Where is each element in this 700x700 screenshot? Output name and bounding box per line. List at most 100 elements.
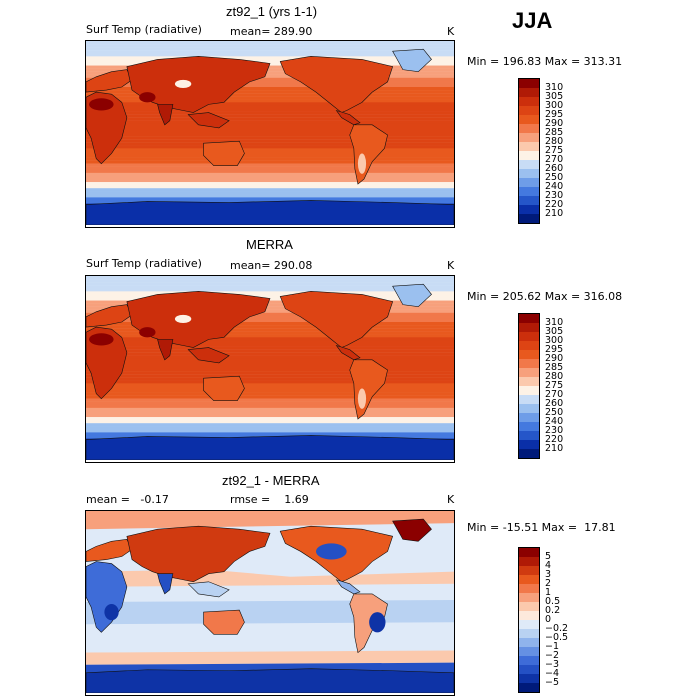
colorbar-tick-label: 310 <box>545 82 564 93</box>
colorbar-tick-label: 280 <box>545 371 564 382</box>
colorbar-swatch <box>519 214 539 223</box>
colorbar-tick-label: 290 <box>545 353 564 364</box>
panel-1-title: zt92_1 (yrs 1-1) <box>226 4 318 19</box>
colorbar-swatch <box>519 557 539 566</box>
colorbar-swatch <box>519 584 539 593</box>
colorbar-swatch <box>519 449 539 458</box>
panel-2-minmax: Min = 205.62 Max = 316.08 <box>467 290 623 303</box>
colorbar-tick-label: 260 <box>545 398 564 409</box>
panel-1-units: K <box>447 25 455 38</box>
panel-3-mean-label: mean = -0.17 <box>86 493 169 506</box>
colorbar-tick-label: 290 <box>545 118 564 129</box>
colorbar-tick-label: 280 <box>545 136 564 147</box>
colorbar-tick-label: 275 <box>545 380 564 391</box>
panel-2-colorbar-ticks: 310 305 300 295 290 285 280 275 270 260 250 240 230 2… <box>545 313 585 459</box>
colorbar-tick-label: −5 <box>545 677 560 688</box>
colorbar-swatch <box>519 611 539 620</box>
colorbar-tick-label: 300 <box>545 335 564 346</box>
colorbar-tick-label: −4 <box>545 668 560 679</box>
colorbar-tick-label: 230 <box>545 425 564 436</box>
colorbar-swatch <box>519 602 539 611</box>
colorbar-swatch <box>519 647 539 656</box>
colorbar-swatch <box>519 133 539 142</box>
colorbar-swatch <box>519 431 539 440</box>
colorbar-swatch <box>519 115 539 124</box>
colorbar-swatch <box>519 665 539 674</box>
colorbar-swatch <box>519 422 539 431</box>
colorbar-tick-label: 220 <box>545 199 564 210</box>
colorbar-swatch <box>519 88 539 97</box>
colorbar-swatch <box>519 160 539 169</box>
colorbar-swatch <box>519 404 539 413</box>
colorbar-swatch <box>519 683 539 692</box>
colorbar-swatch <box>519 395 539 404</box>
colorbar-tick-label: 2 <box>545 578 552 589</box>
colorbar-swatch <box>519 178 539 187</box>
colorbar-tick-label: 210 <box>545 443 564 454</box>
colorbar-tick-label: 270 <box>545 389 564 400</box>
colorbar-tick-label: 210 <box>545 208 564 219</box>
colorbar-tick-label: 250 <box>545 172 564 183</box>
colorbar-swatch <box>519 205 539 214</box>
colorbar-swatch <box>519 386 539 395</box>
colorbar-swatch <box>519 314 539 323</box>
panel-1-mean-label: mean= 289.90 <box>230 25 313 38</box>
colorbar-tick-label: −3 <box>545 659 560 670</box>
colorbar-swatch <box>519 575 539 584</box>
colorbar-tick-label: 0.2 <box>545 605 561 616</box>
panel-2-map <box>85 275 455 463</box>
colorbar-swatch <box>519 638 539 647</box>
colorbar-swatch <box>519 629 539 638</box>
colorbar-tick-label: 300 <box>545 100 564 111</box>
colorbar-swatch <box>519 368 539 377</box>
colorbar-swatch <box>519 656 539 665</box>
colorbar-swatch <box>519 341 539 350</box>
colorbar-tick-label: −1 <box>545 641 560 652</box>
panel-2-colorbar <box>518 313 540 459</box>
colorbar-swatch <box>519 142 539 151</box>
colorbar-tick-label: 4 <box>545 560 552 571</box>
colorbar-swatch <box>519 323 539 332</box>
colorbar-tick-label: 1 <box>545 587 552 598</box>
colorbar-tick-label: 275 <box>545 145 564 156</box>
colorbar-tick-label: 0 <box>545 614 552 625</box>
colorbar-swatch <box>519 413 539 422</box>
colorbar-tick-label: 220 <box>545 434 564 445</box>
colorbar-tick-label: −0.5 <box>545 632 569 643</box>
colorbar-tick-label: 230 <box>545 190 564 201</box>
colorbar-tick-label: 3 <box>545 569 552 580</box>
colorbar-tick-label: 5 <box>545 551 552 562</box>
panel-3-rmse-label: rmse = 1.69 <box>230 493 309 506</box>
colorbar-swatch <box>519 196 539 205</box>
panel-2-variable-label: Surf Temp (radiative) <box>86 257 202 270</box>
colorbar-swatch <box>519 593 539 602</box>
colorbar-swatch <box>519 359 539 368</box>
panel-1-map <box>85 40 455 228</box>
colorbar-swatch <box>519 79 539 88</box>
colorbar-tick-label: 240 <box>545 181 564 192</box>
panel-3-title: zt92_1 - MERRA <box>222 473 320 488</box>
colorbar-tick-label: −0.2 <box>545 623 569 634</box>
colorbar-tick-label: 305 <box>545 91 564 102</box>
panel-1-variable-label: Surf Temp (radiative) <box>86 23 202 36</box>
colorbar-tick-label: 270 <box>545 154 564 165</box>
colorbar-swatch <box>519 124 539 133</box>
colorbar-swatch <box>519 566 539 575</box>
colorbar-swatch <box>519 440 539 449</box>
colorbar-swatch <box>519 97 539 106</box>
panel-3-map <box>85 510 455 696</box>
colorbar-swatch <box>519 106 539 115</box>
colorbar-tick-label: 240 <box>545 416 564 427</box>
colorbar-swatch <box>519 377 539 386</box>
colorbar-swatch <box>519 350 539 359</box>
season-label: JJA <box>512 8 553 33</box>
colorbar-tick-label: 310 <box>545 317 564 328</box>
panel-2-title: MERRA <box>246 237 293 252</box>
panel-1-colorbar-ticks: 310 305 300 295 290 285 280 275 270 260 250 240 230 2… <box>545 78 585 224</box>
colorbar-tick-label: 250 <box>545 407 564 418</box>
colorbar-swatch <box>519 187 539 196</box>
colorbar-tick-label: 285 <box>545 127 564 138</box>
panel-3-colorbar <box>518 547 540 693</box>
colorbar-swatch <box>519 620 539 629</box>
panel-1-colorbar <box>518 78 540 224</box>
